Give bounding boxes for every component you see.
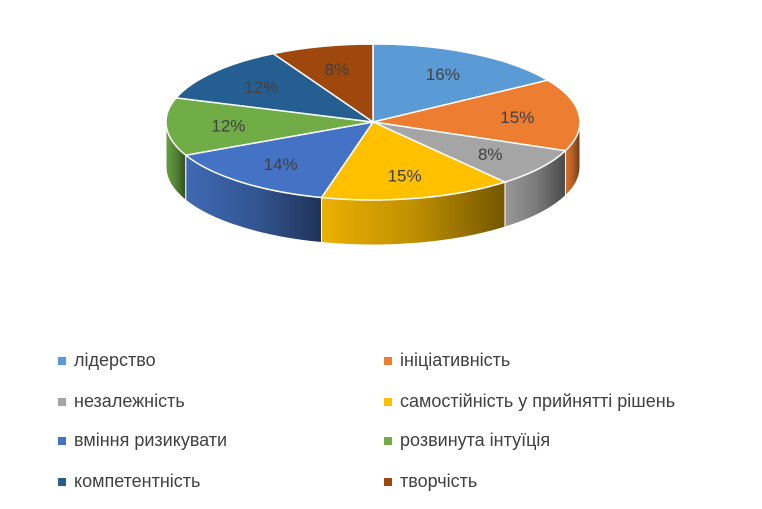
legend-item-liderstvo: лідерство xyxy=(58,350,156,371)
pie-slice-компетентність xyxy=(175,52,374,123)
legend-swatch xyxy=(384,436,392,445)
legend-item-nezalezhnist: незалежність xyxy=(58,391,185,412)
legend-label: вміння ризикувати xyxy=(74,430,228,450)
data-label-розвинута-інтуїція: 12% xyxy=(211,116,245,135)
legend-swatch xyxy=(58,436,66,445)
legend-label: самостійність у прийнятті рішень xyxy=(400,391,676,411)
data-label-творчість: 8% xyxy=(325,60,350,79)
data-label-компетентність: 12% xyxy=(244,78,278,97)
data-label-самостійність-у-прийнятті-рішень: 15% xyxy=(388,166,422,185)
legend-swatch xyxy=(58,356,66,365)
legend-swatch xyxy=(384,397,392,406)
pie-slice-незалежність xyxy=(372,121,567,183)
legend: лідерство ініціативність незалежність са… xyxy=(0,338,762,509)
legend-swatch xyxy=(384,356,392,365)
pie-slice-вміння-ризикувати xyxy=(184,121,374,199)
legend-item-rozvynuta-intuitsiia: розвинута інтуїція xyxy=(384,430,550,451)
legend-item-kompetentnist: компетентність xyxy=(58,471,200,492)
pie-slice-розвинута-інтуїція xyxy=(165,97,374,156)
legend-swatch xyxy=(58,397,66,406)
pie-chart: 16% 15% 8% 15% 14% 12% 12% 8% xyxy=(165,43,581,246)
legend-label: ініціативність xyxy=(400,350,511,370)
pie-slice-лідерство xyxy=(372,43,549,123)
legend-swatch xyxy=(58,477,66,486)
legend-item-tvorchist: творчість xyxy=(384,471,477,492)
data-label-вміння-ризикувати: 14% xyxy=(264,155,298,174)
pie-sides xyxy=(165,121,581,246)
legend-label: компетентність xyxy=(74,471,201,491)
legend-item-vminnia-ryzykuvaty: вміння ризикувати xyxy=(58,430,227,451)
legend-label: розвинута інтуїція xyxy=(400,430,551,450)
legend-label: творчість xyxy=(400,471,478,491)
pie-slice-ініціативність xyxy=(372,79,581,152)
data-label-лідерство: 16% xyxy=(426,65,460,84)
legend-label: лідерство xyxy=(74,350,156,370)
legend-item-initsiatyvnist: ініціативність xyxy=(384,350,510,371)
data-label-ініціативність: 15% xyxy=(500,108,534,127)
legend-label: незалежність xyxy=(74,391,185,411)
legend-item-samostiinist: самостійність у прийнятті рішень xyxy=(384,391,675,412)
pie-slices xyxy=(165,43,581,201)
data-label-незалежність: 8% xyxy=(478,145,503,164)
pie-data-labels: 16% 15% 8% 15% 14% 12% 12% 8% xyxy=(211,60,534,185)
pie-slice-самостійність-у-прийнятті-рішень xyxy=(320,121,506,201)
pie-slice-творчість xyxy=(272,43,374,123)
legend-swatch xyxy=(384,477,392,486)
